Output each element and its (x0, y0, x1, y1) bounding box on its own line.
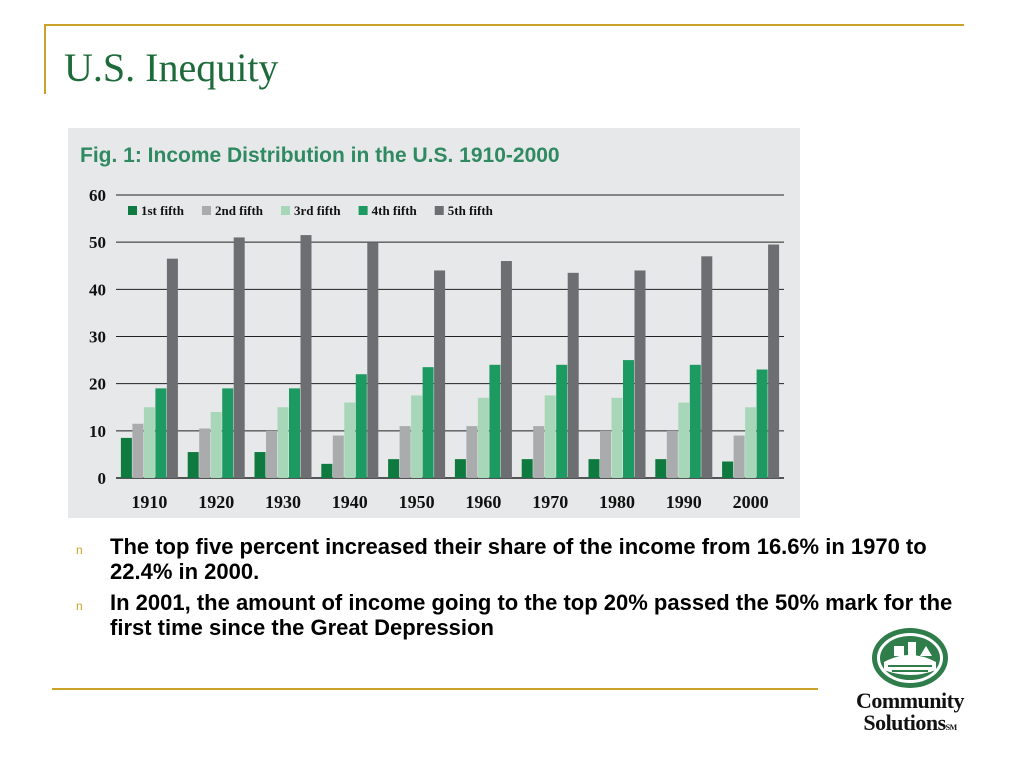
bullet-marker: n (76, 543, 83, 557)
bar (678, 402, 690, 478)
bar (567, 272, 579, 478)
bar (266, 430, 277, 478)
income-distribution-chart: Fig. 1: Income Distribution in the U.S. … (80, 144, 784, 512)
x-tick-label: 1910 (131, 492, 167, 512)
bar (187, 452, 199, 478)
bar (355, 374, 367, 478)
x-tick-label: 1930 (265, 492, 301, 512)
bar (210, 411, 222, 478)
bar (489, 364, 501, 478)
chart-title: Fig. 1: Income Distribution in the U.S. … (80, 144, 560, 167)
bar (634, 270, 646, 478)
service-mark: SM (945, 723, 958, 732)
chart-figure: Fig. 1: Income Distribution in the U.S. … (68, 128, 800, 518)
left-rule (44, 24, 46, 94)
bullet-marker: n (76, 599, 83, 613)
slide-title: U.S. Inequity (64, 45, 279, 90)
legend-swatch (281, 206, 291, 215)
bar (533, 426, 545, 478)
bar (254, 452, 266, 478)
bar (434, 270, 446, 478)
bar (289, 388, 300, 478)
bar (321, 463, 333, 478)
bar (623, 360, 634, 478)
bullet-item: n The top five percent increased their s… (76, 534, 976, 584)
bar (722, 461, 734, 478)
bullet-text: In 2001, the amount of income going to t… (110, 590, 953, 640)
y-tick-label: 50 (89, 233, 106, 252)
logo-text-solutions: SolutionsSM (840, 710, 980, 736)
bar (300, 235, 312, 478)
logo-word-solutions: Solutions (863, 710, 946, 735)
bar (166, 258, 178, 478)
community-solutions-logo: Community SolutionsSM (840, 626, 980, 738)
y-tick-label: 20 (89, 375, 106, 394)
y-tick-label: 40 (89, 280, 106, 299)
bar (544, 395, 556, 478)
bar (399, 426, 411, 478)
legend-label: 3rd fifth (294, 203, 341, 218)
bar (411, 395, 423, 478)
bar (689, 364, 701, 478)
legend-swatch (434, 206, 444, 215)
bar (233, 237, 245, 478)
x-tick-label: 1970 (532, 492, 568, 512)
x-tick-label: 1920 (198, 492, 234, 512)
bar (666, 430, 678, 478)
legend-label: 4th fifth (372, 203, 418, 218)
x-tick-label: 1950 (399, 492, 435, 512)
bar (655, 459, 667, 478)
bar (422, 367, 434, 478)
logo-text-community: Community (856, 688, 964, 713)
bar (277, 407, 289, 478)
y-tick-label: 30 (89, 328, 106, 347)
bar (556, 364, 568, 478)
bar (745, 407, 757, 478)
bar (388, 459, 400, 478)
bar (756, 369, 768, 478)
bar (143, 407, 155, 478)
bullet-item: n In 2001, the amount of income going to… (76, 590, 976, 640)
legend-label: 2nd fifth (215, 203, 264, 218)
logo-emblem-icon (872, 628, 948, 688)
bar (600, 430, 611, 478)
bar (466, 426, 478, 478)
bar (733, 435, 745, 478)
x-tick-label: 1980 (599, 492, 635, 512)
x-tick-label: 2000 (733, 492, 769, 512)
bar (500, 261, 512, 478)
y-tick-label: 60 (89, 186, 106, 205)
legend-swatch (358, 206, 368, 215)
legend-swatch (128, 206, 137, 215)
bar (155, 388, 167, 478)
bar (367, 242, 379, 478)
bottom-rule (52, 688, 818, 690)
bar (132, 423, 144, 478)
bullet-text: The top five percent increased their sha… (110, 534, 927, 584)
legend-label: 5th fifth (448, 203, 494, 218)
bar (588, 459, 600, 478)
top-rule (44, 24, 964, 26)
bar (222, 388, 234, 478)
bullet-list: n The top five percent increased their s… (76, 534, 976, 646)
bar (701, 256, 713, 478)
bar (454, 459, 466, 478)
x-tick-label: 1990 (666, 492, 702, 512)
bar (332, 435, 344, 478)
bar (120, 437, 132, 478)
bar (477, 397, 489, 478)
y-tick-label: 10 (89, 422, 106, 441)
x-tick-label: 1960 (465, 492, 501, 512)
bar (521, 459, 533, 478)
legend-label: 1st fifth (141, 203, 185, 218)
bar (611, 397, 623, 478)
y-tick-label: 0 (98, 469, 107, 488)
x-tick-label: 1940 (332, 492, 368, 512)
bar (768, 244, 780, 478)
bar (199, 428, 211, 478)
legend-swatch (201, 206, 211, 215)
bar (344, 402, 356, 478)
